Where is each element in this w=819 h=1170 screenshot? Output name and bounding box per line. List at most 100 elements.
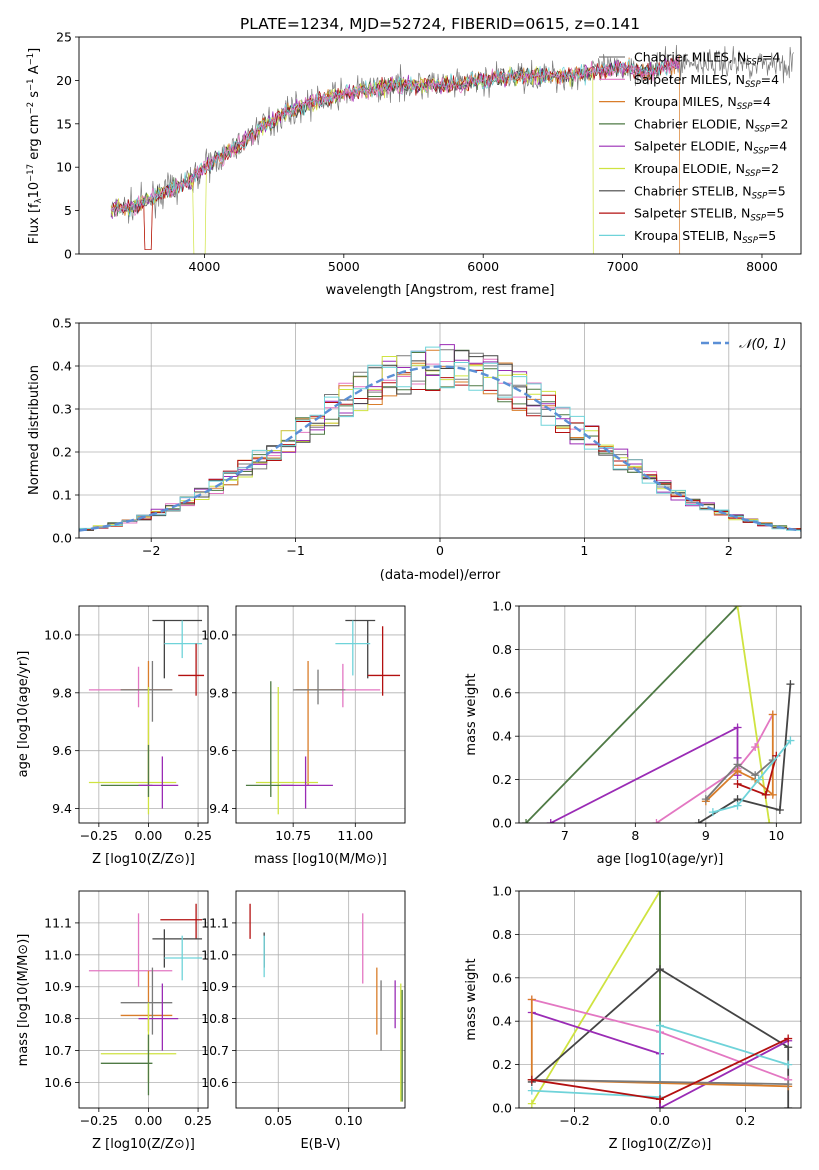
y-tick-label: 0.0 — [52, 531, 72, 546]
weight-marker — [652, 819, 661, 823]
errorbar-kroupa-miles — [120, 660, 173, 786]
errorbar-chabrier-stelib — [152, 929, 203, 968]
axes-frame — [518, 605, 802, 824]
y-tick-label: 10.0 — [201, 627, 229, 642]
x-axis-label: Z [log10(Z/Z⊙)] — [609, 1137, 712, 1152]
weight-marker — [775, 805, 784, 814]
errorbar-salpeter-stelib — [367, 626, 401, 696]
legend-entry: Salpeter MILES, NSSP=4 — [634, 72, 779, 90]
axes: 7 8 9 10 0.0 0.2 0.4 0.6 0.8 1.0 age [log10(age/yr… — [464, 599, 802, 867]
x-tick-label: −0.25 — [80, 828, 118, 843]
errorbar-chabrier-elodie — [100, 1034, 153, 1096]
y-tick-label: 0.0 — [492, 816, 512, 831]
errorbar-salpeter-stelib — [160, 903, 203, 939]
errorbar-chabrier-stelib — [345, 619, 376, 679]
x-tick-label: 0.10 — [335, 1113, 363, 1128]
weight-marker — [656, 965, 664, 974]
weight-vs-metallicity-panel: −0.2 0.0 0.2 0.0 0.2 0.4 0.6 0.8 1.0 Z [log10(Z/Z… — [464, 884, 802, 1152]
x-tick-label: 0.2 — [736, 1113, 756, 1128]
weight-marker — [656, 1021, 664, 1030]
y-tick-label: 9.8 — [209, 685, 229, 700]
weight-marker — [733, 760, 742, 769]
legend-entry: Kroupa MILES, NSSP=4 — [634, 94, 771, 112]
plot-area — [527, 891, 793, 1108]
x-axis-label: (data-model)/error — [380, 568, 501, 583]
axes: 4000 5000 6000 7000 8000 0 5 10 15 20 25 wavelength… — [26, 30, 802, 298]
plot-area — [522, 606, 795, 823]
axes: −0.2 0.0 0.2 0.0 0.2 0.4 0.6 0.8 1.0 Z [log10(Z/Z… — [464, 884, 802, 1152]
weight-series-salpeter-stelib — [733, 751, 781, 799]
weight-marker — [751, 743, 760, 752]
y-axis-label: Flux [fλ10−17 erg cm−2 s−1 A−1] — [26, 48, 44, 244]
y-tick-label: 25 — [56, 30, 72, 45]
errorbar-kroupa-elodie — [100, 1002, 177, 1083]
x-tick-label: −2 — [142, 543, 160, 558]
plot-area — [88, 619, 205, 815]
x-tick-label: 1 — [580, 543, 588, 558]
weight-series-chabrier-elodie — [522, 606, 742, 823]
errorbar-salpeter-elodie — [138, 983, 179, 1051]
weight-marker — [784, 1060, 793, 1069]
y-axis-label: age [log10(age/yr)] — [16, 651, 31, 778]
y-tick-label: 0.5 — [52, 316, 72, 331]
weight-marker — [708, 808, 717, 817]
grid — [236, 606, 405, 823]
x-tick-label: −1 — [286, 543, 304, 558]
y-tick-label: 10.6 — [44, 1075, 72, 1090]
y-tick-label: 9.8 — [52, 685, 72, 700]
weight-marker — [694, 819, 703, 823]
weight-marker — [784, 1080, 793, 1089]
legend: 𝒩(0, 1) — [701, 337, 786, 352]
y-tick-label: 10.0 — [44, 627, 72, 642]
legend-entry: Kroupa STELIB, NSSP=5 — [634, 228, 776, 246]
axes: 0.05 0.10 10.6 10.7 10.8 10.9 11.0 11.1 E(B-V) — [201, 890, 406, 1152]
plot-area — [245, 619, 401, 815]
x-tick-label: 5000 — [328, 259, 360, 274]
grid — [236, 891, 405, 1108]
weight-series-salpeter-stelib — [527, 1034, 793, 1104]
y-tick-label: 10.9 — [44, 979, 72, 994]
spectrum-line-salpeter-miles — [110, 56, 680, 217]
axes-frame — [78, 322, 802, 539]
x-axis-label: Z [log10(Z/Z⊙)] — [92, 852, 195, 867]
y-axis-label: mass weight — [464, 958, 479, 1040]
y-tick-label: 10.8 — [44, 1011, 72, 1026]
plot-area — [249, 903, 403, 1102]
x-axis-label: wavelength [Angstrom, rest frame] — [326, 283, 555, 298]
y-axis-label: mass [log10(M/M⊙)] — [16, 934, 31, 1067]
y-tick-label: 5 — [64, 203, 72, 218]
weight-line — [525, 606, 739, 823]
x-tick-label: 0.25 — [184, 828, 212, 843]
y-tick-label: 11.0 — [201, 947, 229, 962]
y-tick-label: 0.4 — [492, 1014, 512, 1029]
grid — [79, 891, 208, 1108]
normal-curve — [79, 365, 801, 532]
legend-entry: Salpeter STELIB, NSSP=5 — [634, 206, 784, 224]
weight-marker — [701, 795, 710, 804]
mass-vs-metallicity-panel: −0.25 0.00 0.25 10.6 10.7 10.8 10.9 11.0 11.1 Z [… — [16, 890, 212, 1152]
age-vs-metallicity-panel: −0.25 0.00 0.25 9.4 9.6 9.8 10.0 Z [log10(Z/Z⊙)… — [16, 605, 212, 867]
weight-marker — [527, 1075, 536, 1084]
age-vs-mass-panel: 10.75 11.00 9.4 9.6 9.8 10.0 mass [log10(M/M⊙)… — [201, 605, 406, 867]
axes-frame — [518, 890, 802, 1109]
x-tick-label: 0.0 — [650, 1113, 670, 1128]
plot-area — [110, 44, 794, 254]
y-tick-label: 10 — [56, 160, 72, 175]
axes-frame — [78, 605, 209, 824]
spectrum-line-kroupa-stelib — [110, 58, 680, 217]
y-tick-label: 10.9 — [201, 979, 229, 994]
x-tick-label: 0.05 — [264, 1113, 292, 1128]
errorbar-salpeter-elodie — [280, 756, 333, 809]
weight-marker — [522, 819, 531, 823]
spectrum-panel: 4000 5000 6000 7000 8000 0 5 10 15 20 25 wavelength… — [26, 30, 802, 298]
y-tick-label: 10.6 — [201, 1075, 229, 1090]
errorbar-kroupa-miles — [295, 660, 343, 786]
x-axis-label: age [log10(age/yr)] — [597, 852, 724, 867]
weight-marker — [751, 771, 760, 780]
y-tick-label: 0.2 — [52, 445, 72, 460]
axes-frame — [78, 36, 802, 255]
errorbar-chabrier-miles — [120, 967, 173, 1035]
weight-marker — [546, 819, 555, 823]
y-tick-label: 10.7 — [201, 1043, 229, 1058]
legend-entry: 𝒩(0, 1) — [739, 337, 786, 352]
